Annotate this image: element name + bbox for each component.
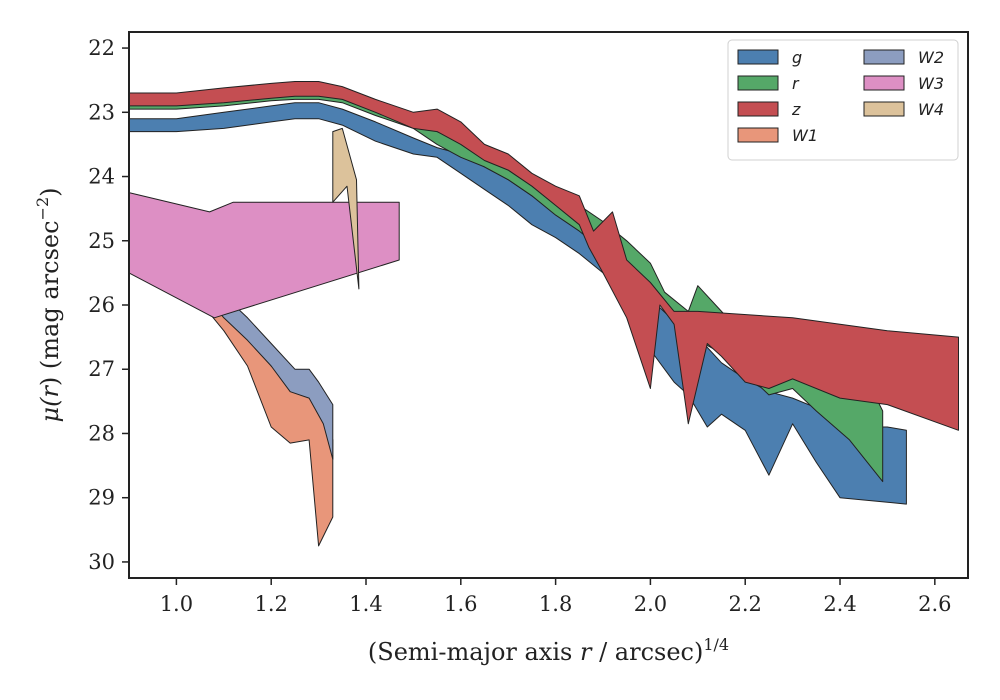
legend-label-w1: W1 bbox=[792, 126, 818, 145]
x-tick-label: 1.8 bbox=[539, 592, 572, 616]
legend-label-z: z bbox=[791, 100, 801, 119]
legend-label-g: g bbox=[792, 48, 802, 67]
y-tick-label: 25 bbox=[88, 229, 115, 253]
y-tick-label: 23 bbox=[88, 100, 115, 124]
y-axis-label: μ(r) (mag arcsec−2) bbox=[33, 187, 64, 422]
axes: 1.0 1.2 1.4 1.6 1.8 2.0 2.2 2.4 2.6 22 23 24 25 26 27 2… bbox=[88, 36, 951, 616]
x-axis-label: (Semi-major axis r / arcsec)1/4 bbox=[368, 635, 729, 666]
legend-swatch-w4 bbox=[863, 101, 905, 117]
legend-swatch-g bbox=[737, 49, 779, 65]
x-tick-label: 1.6 bbox=[444, 592, 477, 616]
x-tick-label: 1.2 bbox=[255, 592, 288, 616]
legend-box bbox=[727, 39, 959, 161]
legend-swatch-w3 bbox=[863, 75, 905, 91]
x-tick-label: 2.2 bbox=[729, 592, 762, 616]
y-tick-label: 24 bbox=[88, 165, 115, 189]
legend-label-w3: W3 bbox=[918, 74, 944, 93]
legend-label-w2: W2 bbox=[918, 48, 944, 67]
y-tick-label: 30 bbox=[88, 550, 115, 574]
x-tick-label: 2.4 bbox=[823, 592, 856, 616]
legend-swatch-z bbox=[737, 101, 779, 117]
y-tick-label: 29 bbox=[88, 486, 115, 510]
legend-swatch-r bbox=[737, 75, 779, 91]
y-tick-label: 28 bbox=[88, 421, 115, 445]
band-z bbox=[128, 81, 959, 431]
y-tick-label: 22 bbox=[88, 36, 115, 60]
x-tick-label: 1.0 bbox=[160, 592, 193, 616]
legend-swatch-w1 bbox=[737, 127, 779, 143]
y-tick-label: 27 bbox=[88, 357, 115, 381]
legend: grz W1 W2 W3 W4 bbox=[727, 39, 959, 161]
legend-swatch-w2 bbox=[863, 49, 905, 65]
y-tick-label: 26 bbox=[88, 293, 115, 317]
x-tick-label: 2.6 bbox=[918, 592, 951, 616]
legend-label-w4: W4 bbox=[918, 100, 944, 119]
x-tick-label: 1.4 bbox=[349, 592, 382, 616]
band-w4 bbox=[332, 127, 360, 290]
legend-label-r: r bbox=[792, 74, 800, 93]
x-tick-label: 2.0 bbox=[634, 592, 667, 616]
profile-bands bbox=[128, 81, 959, 547]
band-w3 bbox=[128, 192, 400, 319]
